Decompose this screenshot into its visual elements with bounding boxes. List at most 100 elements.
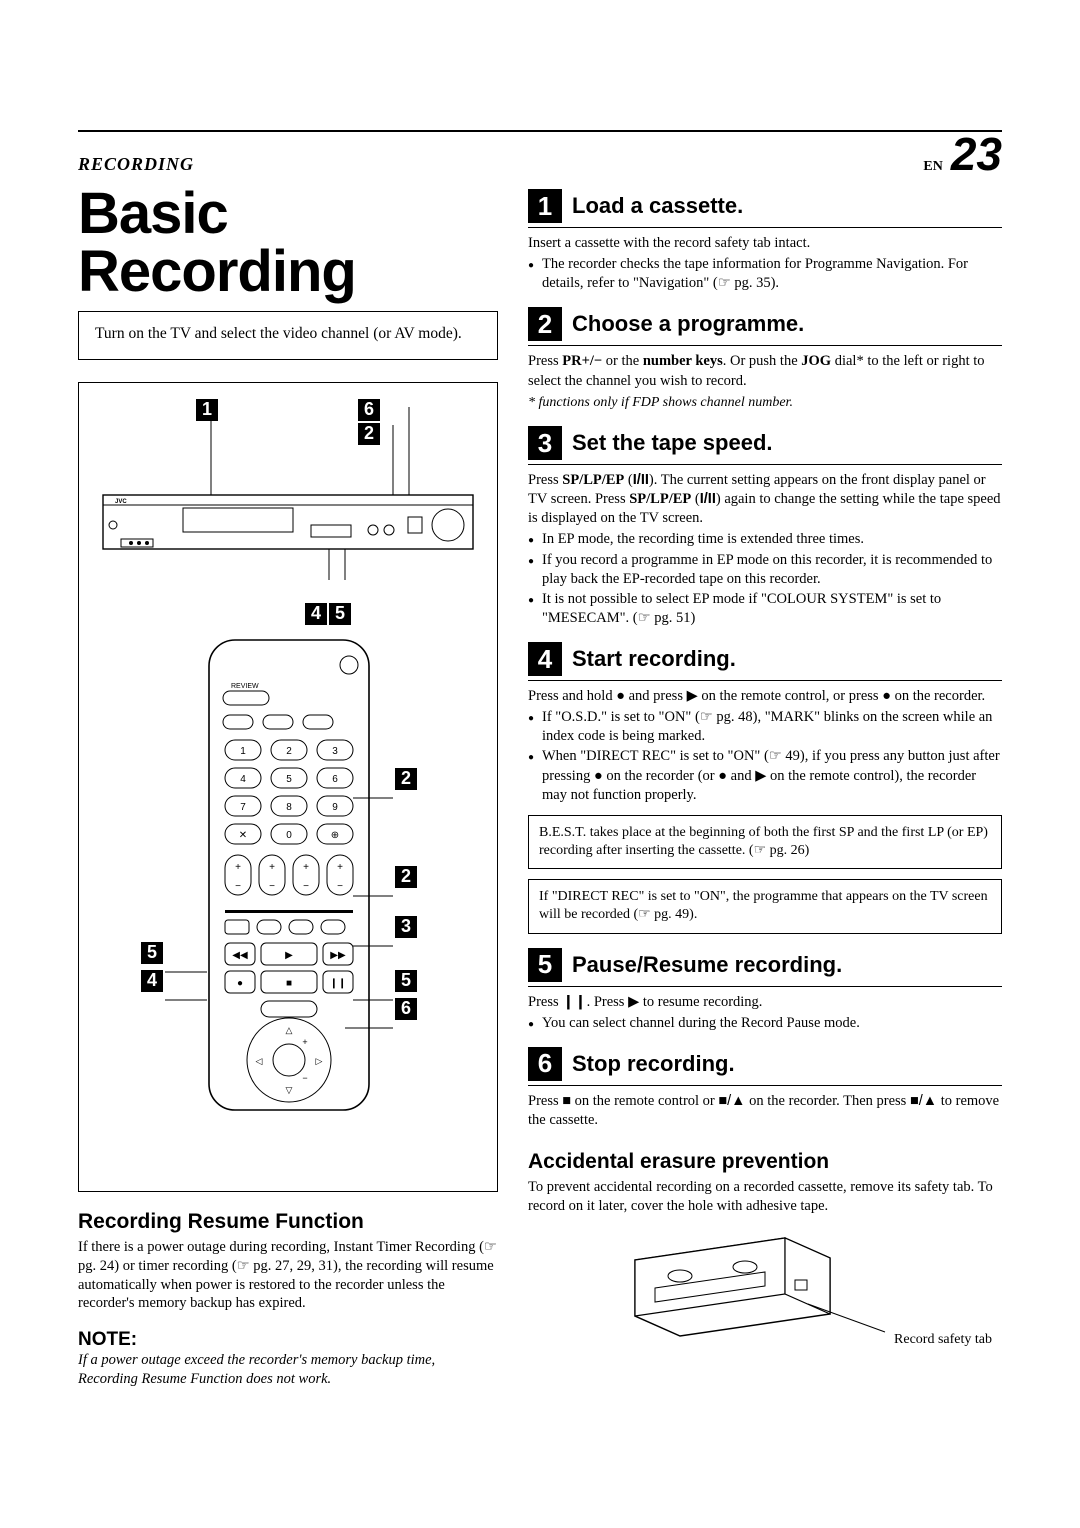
safety-tab-label: Record safety tab bbox=[528, 1332, 992, 1348]
svg-text:▷: ▷ bbox=[316, 1056, 323, 1066]
remote-callout: 4 bbox=[141, 970, 163, 992]
step-header: 4 Start recording. bbox=[528, 642, 1002, 681]
note-text: If a power outage exceed the recorder's … bbox=[78, 1351, 498, 1389]
step-header: 3 Set the tape speed. bbox=[528, 426, 1002, 465]
svg-text:■: ■ bbox=[286, 978, 292, 989]
vcr-callout-4: 4 bbox=[305, 603, 327, 625]
remote-diagram: REVIEW 1 2 3 4 5 6 7 8 9 bbox=[93, 635, 483, 1173]
remote-callout: 5 bbox=[395, 970, 417, 992]
step-body: Press and hold ● and press ▶ on the remo… bbox=[528, 687, 1002, 805]
svg-text:+: + bbox=[303, 862, 309, 873]
svg-text:−: − bbox=[235, 881, 241, 892]
svg-text:7: 7 bbox=[240, 802, 246, 813]
step-number: 1 bbox=[528, 189, 562, 223]
step-body: Insert a cassette with the record safety… bbox=[528, 234, 1002, 293]
intro-box: Turn on the TV and select the video chan… bbox=[78, 311, 498, 360]
svg-text:8: 8 bbox=[286, 802, 292, 813]
step-title: Set the tape speed. bbox=[572, 430, 773, 456]
svg-text:◁: ◁ bbox=[256, 1056, 263, 1066]
step-number: 5 bbox=[528, 948, 562, 982]
header-rule bbox=[78, 130, 1002, 132]
section-label: RECORDING bbox=[78, 154, 194, 175]
lang-code: EN bbox=[923, 159, 942, 174]
vcr-callout-1: 1 bbox=[196, 399, 218, 421]
step-title: Load a cassette. bbox=[572, 193, 743, 219]
right-column: 1 Load a cassette. Insert a cassette with… bbox=[528, 185, 1002, 1389]
step-number: 2 bbox=[528, 307, 562, 341]
svg-text:❙❙: ❙❙ bbox=[330, 978, 347, 989]
step-bullet: In EP mode, the recording time is extend… bbox=[528, 530, 1002, 549]
svg-text:✕: ✕ bbox=[239, 830, 247, 841]
svg-text:+: + bbox=[235, 862, 241, 873]
page-header: RECORDING EN 23 bbox=[78, 136, 1002, 175]
step-body: Press ❙❙. Press ▶ to resume recording.Yo… bbox=[528, 993, 1002, 1033]
remote-callout: 6 bbox=[395, 998, 417, 1020]
step-bullet: If you record a programme in EP mode on … bbox=[528, 551, 1002, 589]
svg-text:REVIEW: REVIEW bbox=[231, 683, 259, 690]
svg-text:−: − bbox=[337, 881, 343, 892]
info-box: B.E.S.T. takes place at the beginning of… bbox=[528, 815, 1002, 869]
remote-callout: 5 bbox=[141, 942, 163, 964]
svg-text:−: − bbox=[302, 1073, 307, 1083]
vcr-callout-6: 6 bbox=[358, 399, 380, 421]
svg-text:2: 2 bbox=[286, 746, 292, 757]
step-header: 2 Choose a programme. bbox=[528, 307, 1002, 346]
step-bullet: You can select channel during the Record… bbox=[528, 1014, 1002, 1033]
svg-text:0: 0 bbox=[286, 830, 292, 841]
step-bullet: It is not possible to select EP mode if … bbox=[528, 590, 1002, 628]
remote-callout: 3 bbox=[395, 916, 417, 938]
step-header: 6 Stop recording. bbox=[528, 1047, 1002, 1086]
svg-text:9: 9 bbox=[332, 802, 338, 813]
resume-text: If there is a power outage during record… bbox=[78, 1238, 498, 1313]
svg-text:▶: ▶ bbox=[285, 950, 293, 961]
step-title: Stop recording. bbox=[572, 1051, 735, 1077]
svg-text:+: + bbox=[337, 862, 343, 873]
svg-text:5: 5 bbox=[286, 774, 292, 785]
remote-callout: 2 bbox=[395, 866, 417, 888]
page-title: Basic Recording bbox=[78, 185, 498, 301]
step-number: 6 bbox=[528, 1047, 562, 1081]
step-title: Choose a programme. bbox=[572, 311, 804, 337]
svg-text:+: + bbox=[269, 862, 275, 873]
step-bullet: The recorder checks the tape information… bbox=[528, 255, 1002, 293]
vcr-callout-5: 5 bbox=[329, 603, 351, 625]
svg-text:+: + bbox=[302, 1037, 307, 1047]
step-header: 5 Pause/Resume recording. bbox=[528, 948, 1002, 987]
svg-text:JVC: JVC bbox=[115, 499, 127, 505]
left-column: Basic Recording Turn on the TV and selec… bbox=[78, 185, 498, 1389]
erasure-heading: Accidental erasure prevention bbox=[528, 1150, 1002, 1174]
svg-text:▶▶: ▶▶ bbox=[330, 950, 346, 961]
svg-text:−: − bbox=[303, 881, 309, 892]
svg-text:△: △ bbox=[286, 1025, 293, 1035]
step-footnote: * functions only if FDP shows channel nu… bbox=[528, 394, 1002, 412]
svg-text:4: 4 bbox=[240, 774, 246, 785]
svg-text:▽: ▽ bbox=[286, 1085, 293, 1095]
step-header: 1 Load a cassette. bbox=[528, 189, 1002, 228]
step-number: 4 bbox=[528, 642, 562, 676]
info-box: If "DIRECT REC" is set to "ON", the prog… bbox=[528, 879, 1002, 933]
page-number: 23 bbox=[951, 128, 1002, 180]
resume-heading: Recording Resume Function bbox=[78, 1210, 498, 1234]
step-body: Press ■ on the remote control or ■/▲ on … bbox=[528, 1092, 1002, 1130]
svg-text:1: 1 bbox=[240, 746, 246, 757]
svg-text:3: 3 bbox=[332, 746, 338, 757]
step-bullet: When "DIRECT REC" is set to "ON" (☞ 49),… bbox=[528, 747, 1002, 804]
svg-text:⊕: ⊕ bbox=[331, 830, 339, 841]
svg-text:●: ● bbox=[237, 978, 243, 989]
step-bullet: If "O.S.D." is set to "ON" (☞ pg. 48), "… bbox=[528, 708, 1002, 746]
remote-callout: 2 bbox=[395, 768, 417, 790]
page-number-group: EN 23 bbox=[923, 136, 1002, 175]
note-label: NOTE: bbox=[78, 1329, 498, 1351]
remote-svg: REVIEW 1 2 3 4 5 6 7 8 9 bbox=[199, 635, 379, 1115]
vcr-diagram: 1 6 2 bbox=[93, 395, 483, 625]
erasure-text: To prevent accidental recording on a rec… bbox=[528, 1178, 1002, 1216]
step-body: Press SP/LP/EP (I/II). The current setti… bbox=[528, 471, 1002, 628]
step-body: Press PR+/− or the number keys. Or push … bbox=[528, 352, 1002, 412]
step-title: Pause/Resume recording. bbox=[572, 952, 842, 978]
svg-text:−: − bbox=[269, 881, 275, 892]
svg-text:◀◀: ◀◀ bbox=[232, 950, 248, 961]
step-number: 3 bbox=[528, 426, 562, 460]
diagram-panel: 1 6 2 bbox=[78, 382, 498, 1192]
step-title: Start recording. bbox=[572, 646, 736, 672]
svg-text:6: 6 bbox=[332, 774, 338, 785]
